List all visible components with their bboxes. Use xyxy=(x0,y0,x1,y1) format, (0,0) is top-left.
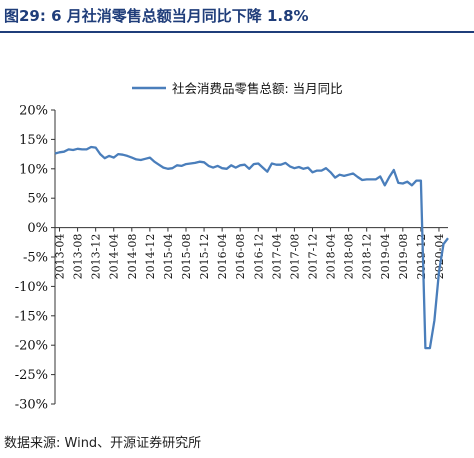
x-tick-label: 2019-08 xyxy=(397,234,410,280)
x-tick-label: 2015-04 xyxy=(162,234,175,280)
x-tick-label: 2014-04 xyxy=(108,234,121,280)
series-line-retail-sales-yoy xyxy=(54,145,449,350)
y-tick-label: -20% xyxy=(15,339,48,354)
x-tick-label: 2018-04 xyxy=(325,234,338,280)
x-tick-label: 2017-08 xyxy=(288,234,301,280)
x-tick-label: 2015-12 xyxy=(198,234,211,280)
chart-title: 图29: 6 月社消零售总额当月同比下降 1.8% xyxy=(4,7,309,25)
y-tick-label: 5% xyxy=(27,192,48,207)
x-tick-label: 2017-04 xyxy=(270,234,283,280)
x-tick-label: 2013-08 xyxy=(72,234,85,280)
x-tick-label: 2016-04 xyxy=(216,234,229,280)
y-tick-label: 10% xyxy=(19,162,48,177)
x-tick-label: 2014-08 xyxy=(126,234,139,280)
x-tick-label: 2016-08 xyxy=(234,234,247,280)
y-tick-label: -15% xyxy=(15,309,48,324)
x-tick-label: 2013-12 xyxy=(90,234,103,280)
y-axis-ticks: 20% 15% 10% 5% 0% -5% -10% -15% -20% -25% -30% xyxy=(15,104,55,413)
x-tick-label: 2014-12 xyxy=(144,234,157,280)
x-tick-label: 2013-04 xyxy=(54,234,67,280)
y-tick-label: -5% xyxy=(23,251,48,266)
legend-label: 社会消费品零售总额: 当月同比 xyxy=(172,81,343,96)
x-tick-label: 2019-04 xyxy=(379,234,392,280)
y-tick-label: -25% xyxy=(15,368,48,383)
y-tick-label: 20% xyxy=(19,104,48,119)
x-tick-label: 2015-08 xyxy=(180,234,193,280)
x-tick-label: 2018-08 xyxy=(343,234,356,280)
title-divider xyxy=(0,31,474,33)
x-tick-label: 2018-12 xyxy=(361,234,374,280)
x-tick-label: 2019-12 xyxy=(415,234,428,280)
x-tick-label: 2016-12 xyxy=(252,234,265,280)
x-tick-label: 2017-12 xyxy=(306,234,319,280)
y-tick-label: 15% xyxy=(19,133,48,148)
y-tick-label: -30% xyxy=(15,398,48,413)
y-tick-label: -10% xyxy=(15,280,48,295)
data-source-note: 数据来源: Wind、开源证券研究所 xyxy=(4,436,202,451)
line-chart: 20% 15% 10% 5% 0% -5% -10% -15% -20% -25% -30% 201… xyxy=(15,81,449,413)
chart-legend: 社会消费品零售总额: 当月同比 xyxy=(132,81,343,96)
x-axis-ticks: 2013-04 2013-08 2013-12 2014-04 2014-08 2014-… xyxy=(54,227,446,280)
y-tick-label: 0% xyxy=(27,221,48,236)
